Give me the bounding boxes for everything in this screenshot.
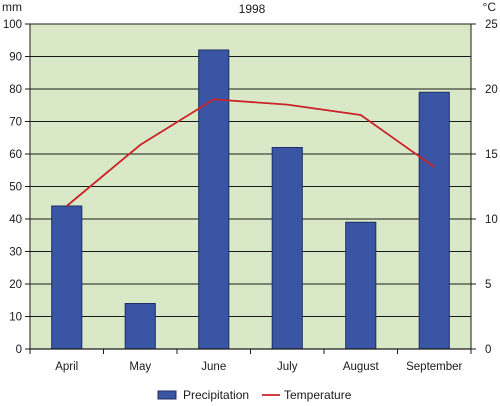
legend-label-precipitation: Precipitation bbox=[183, 388, 249, 402]
left-tick-label: 0 bbox=[16, 344, 22, 356]
legend-label-temperature: Temperature bbox=[284, 388, 352, 402]
bar-precipitation bbox=[124, 303, 156, 350]
left-tick-label: 40 bbox=[9, 214, 22, 226]
x-tick-label: June bbox=[201, 361, 226, 373]
left-tick-label: 80 bbox=[9, 84, 22, 96]
left-tick-label: 60 bbox=[9, 149, 22, 161]
x-tick-label: May bbox=[129, 361, 151, 373]
bar-precipitation bbox=[271, 147, 303, 350]
left-tick-label: 90 bbox=[9, 52, 22, 64]
gridlines bbox=[30, 23, 471, 317]
x-tick-label: September bbox=[406, 361, 462, 373]
right-tick-label: 20 bbox=[485, 84, 498, 96]
left-axis-label: mm bbox=[2, 0, 22, 14]
right-axis-label: °C bbox=[483, 0, 497, 14]
left-tick-label: 20 bbox=[9, 279, 22, 291]
left-tick-label: 10 bbox=[9, 312, 22, 324]
right-tick-label: 25 bbox=[485, 19, 498, 31]
x-axis-ticks: April May June July August September bbox=[29, 349, 472, 373]
bar-precipitation bbox=[345, 221, 377, 350]
bar-precipitation bbox=[51, 205, 83, 350]
temperature-line bbox=[66, 98, 435, 207]
left-axis-ticks: 0 10 20 30 40 50 60 70 80 90 100 bbox=[3, 19, 30, 356]
right-axis-ticks: 0 5 10 15 20 25 bbox=[471, 19, 498, 356]
bar-precipitation bbox=[198, 49, 230, 350]
left-tick-label: 100 bbox=[3, 19, 22, 31]
left-tick-label: 30 bbox=[9, 247, 22, 259]
x-tick-label: July bbox=[277, 361, 298, 373]
bar-precipitation bbox=[418, 91, 450, 350]
left-tick-label: 70 bbox=[9, 117, 22, 129]
left-tick-label: 50 bbox=[9, 182, 22, 194]
right-tick-label: 0 bbox=[485, 344, 491, 356]
right-tick-label: 10 bbox=[485, 214, 498, 226]
x-tick-label: April bbox=[55, 361, 78, 373]
legend: Precipitation Temperature bbox=[157, 388, 352, 402]
right-tick-label: 15 bbox=[485, 149, 498, 161]
legend-swatch-precipitation bbox=[157, 390, 177, 400]
x-tick-label: August bbox=[343, 361, 380, 373]
right-tick-label: 5 bbox=[485, 279, 491, 291]
chart-title: 1998 bbox=[239, 2, 266, 16]
